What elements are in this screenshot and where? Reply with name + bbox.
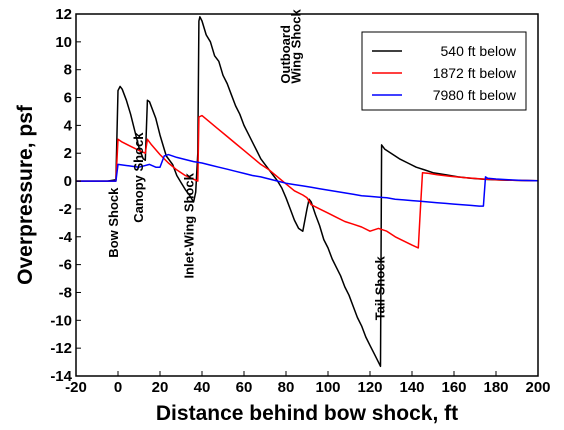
legend-label-540: 540 ft below <box>441 43 517 59</box>
series-line-2 <box>76 153 539 207</box>
shock-annotation: Canopy Shock <box>131 132 146 223</box>
x-tick-label: 20 <box>152 379 169 396</box>
x-tick-label: 160 <box>441 379 466 396</box>
x-tick-label: 0 <box>114 379 122 396</box>
shock-annotation: Inlet-Wing Shock <box>182 172 197 278</box>
legend-label-7980: 7980 ft below <box>433 87 517 103</box>
y-tick-label: -12 <box>50 340 72 357</box>
x-tick-label: 60 <box>236 379 253 396</box>
y-tick-label: -14 <box>50 368 72 385</box>
y-tick-label: 0 <box>64 173 72 190</box>
y-tick-label: -6 <box>59 257 72 274</box>
shock-annotation: Wing Shock <box>289 9 304 84</box>
legend-box <box>361 31 527 111</box>
x-tick-label: -20 <box>65 379 87 396</box>
shock-annotation: Outboard <box>278 25 293 84</box>
x-tick-label: 80 <box>278 379 295 396</box>
y-tick-label: 10 <box>55 34 72 51</box>
x-tick-label: 140 <box>399 379 424 396</box>
y-tick-label: -4 <box>59 229 73 246</box>
x-tick-label: 100 <box>315 379 340 396</box>
annotation-layer: Bow Shock Canopy Shock Inlet-Wing Shock Out… <box>106 9 388 321</box>
series-layer <box>76 16 539 368</box>
tick-layer: -20 0 20 40 60 80 100 120 140 160 180 200121086420-… <box>50 6 550 396</box>
y-tick-label: 8 <box>64 62 72 79</box>
x-tick-label: 180 <box>483 379 508 396</box>
y-tick-label: -8 <box>59 284 72 301</box>
legend: 540 ft below 1872 ft below 7980 ft below <box>361 31 527 111</box>
series-line-1 <box>76 114 539 249</box>
y-tick-label: -2 <box>59 201 72 218</box>
y-tick-label: 6 <box>64 90 72 107</box>
x-tick-label: 120 <box>357 379 382 396</box>
y-tick-label: -10 <box>50 312 72 329</box>
x-tick-label: 200 <box>525 379 550 396</box>
series-line-0 <box>76 16 539 368</box>
x-tick-label: 40 <box>194 379 211 396</box>
y-tick-label: 12 <box>55 6 72 23</box>
shock-annotation: Tail Shock <box>373 255 388 320</box>
y-tick-label: 2 <box>64 145 72 162</box>
x-axis-title: Distance behind bow shock, ft <box>156 402 458 425</box>
shock-annotation: Bow Shock <box>106 187 121 258</box>
y-tick-label: 4 <box>64 117 73 134</box>
legend-label-1872: 1872 ft below <box>433 65 517 81</box>
y-axis-title: Overpressure, psf <box>14 104 37 285</box>
plot-frame <box>75 13 539 377</box>
